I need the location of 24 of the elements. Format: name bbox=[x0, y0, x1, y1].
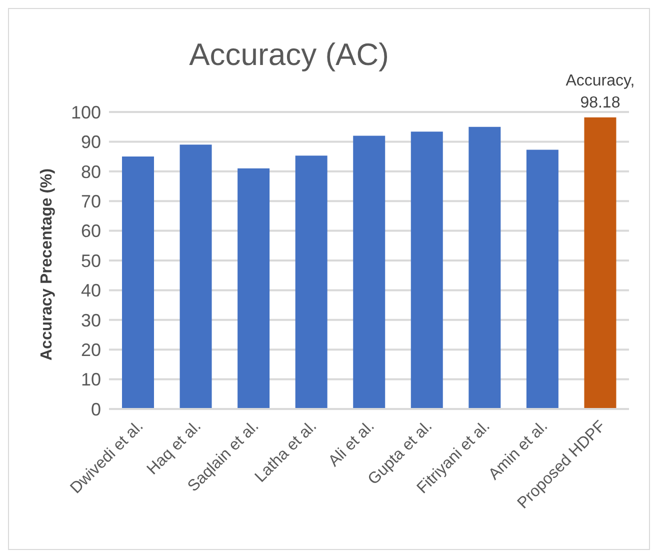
y-tick-label: 50 bbox=[80, 250, 101, 271]
y-tick-label: 80 bbox=[80, 162, 101, 182]
y-tick-label: 0 bbox=[90, 399, 101, 420]
y-tick-label: 100 bbox=[70, 102, 101, 122]
y-tick-label: 40 bbox=[80, 280, 101, 301]
bar bbox=[180, 144, 212, 409]
y-tick-label: 20 bbox=[80, 340, 101, 360]
bar bbox=[353, 136, 386, 409]
y-tick-label: 90 bbox=[80, 132, 101, 152]
bar bbox=[584, 117, 616, 409]
y-tick-label: 30 bbox=[80, 310, 101, 330]
bar bbox=[526, 150, 558, 409]
data-label: Accuracy, 98.18 bbox=[566, 72, 635, 112]
y-tick-label: 60 bbox=[80, 221, 101, 242]
bar bbox=[122, 156, 154, 409]
chart-title: Accuracy (AC) bbox=[188, 37, 390, 73]
y-tick-label: 10 bbox=[80, 370, 101, 390]
bar bbox=[410, 132, 443, 409]
x-tick-label: Ali et al. bbox=[326, 418, 378, 470]
bar bbox=[468, 126, 501, 409]
bar bbox=[238, 168, 270, 409]
y-tick-label: 70 bbox=[80, 191, 101, 212]
y-axis-title: Accuracy Precentage (%) bbox=[38, 168, 56, 360]
bar bbox=[295, 156, 328, 409]
